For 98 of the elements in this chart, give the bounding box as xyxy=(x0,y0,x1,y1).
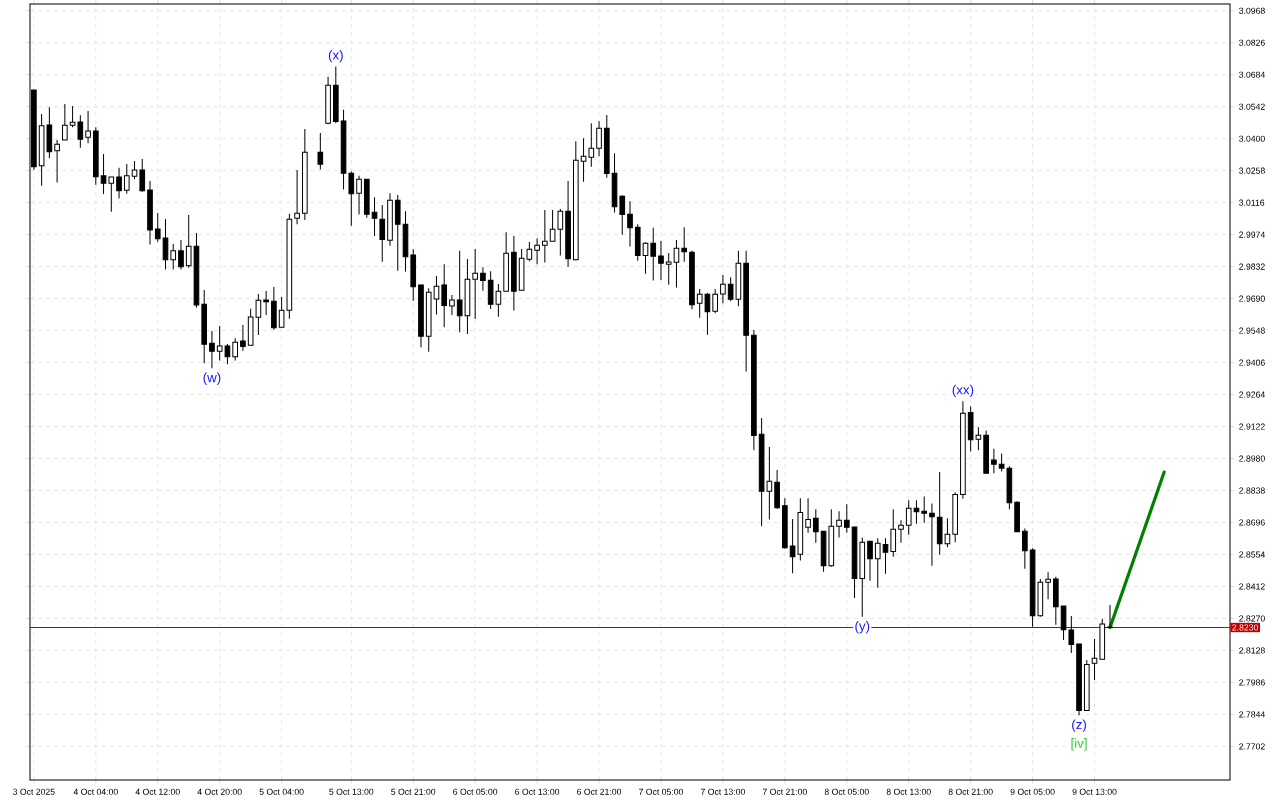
candlestick xyxy=(294,169,300,225)
candlestick xyxy=(921,495,928,524)
candlestick xyxy=(131,160,138,180)
candlestick xyxy=(534,237,540,265)
annotation: (y) xyxy=(855,620,870,634)
candlestick xyxy=(371,196,378,237)
candlestick xyxy=(712,288,718,314)
candlestick xyxy=(720,274,726,304)
candlestick xyxy=(472,248,478,320)
candlestick xyxy=(480,266,486,292)
candlestick xyxy=(1107,604,1113,629)
candlestick xyxy=(627,200,633,248)
candlestick xyxy=(619,194,626,236)
candlestick xyxy=(836,510,842,538)
candlestick xyxy=(240,324,246,352)
candlestick xyxy=(812,508,819,544)
x-tick-label: 9 Oct 05:00 xyxy=(1010,788,1055,795)
candlestick xyxy=(116,167,122,200)
y-tick-label: 2.9122 xyxy=(1239,423,1265,430)
candlestick xyxy=(54,139,60,184)
y-tick-label: 2.8696 xyxy=(1239,519,1265,526)
candlestick xyxy=(991,448,997,474)
y-tick-label: 2.9406 xyxy=(1239,359,1265,366)
annotation: (w) xyxy=(203,372,221,385)
x-tick-label: 8 Oct 21:00 xyxy=(948,788,993,795)
candlestick xyxy=(542,209,548,264)
candlestick xyxy=(441,263,448,328)
candlestick xyxy=(379,204,386,263)
y-tick-label: 2.7844 xyxy=(1239,711,1265,718)
candlestick xyxy=(449,294,455,316)
candlestick xyxy=(356,175,362,216)
candlestick xyxy=(62,103,68,141)
candlestick xyxy=(805,497,811,534)
y-tick-label: 3.0116 xyxy=(1239,199,1265,206)
x-tick-label: 4 Oct 20:00 xyxy=(197,788,242,795)
ref-line-label: 2.8230 xyxy=(1232,624,1259,631)
x-tick-label: 8 Oct 13:00 xyxy=(886,788,931,795)
y-tick-label: 3.0258 xyxy=(1239,167,1265,174)
x-tick-label: 5 Oct 13:00 xyxy=(329,788,374,795)
y-tick-label: 2.8270 xyxy=(1239,615,1265,622)
annotation: (xx) xyxy=(952,384,974,398)
candlestick xyxy=(162,218,169,271)
annotation: (x) xyxy=(328,49,343,63)
x-tick-label: 5 Oct 21:00 xyxy=(391,788,436,795)
candlestick xyxy=(178,239,184,271)
y-tick-label: 3.0542 xyxy=(1239,103,1265,110)
x-tick-label: 4 Oct 04:00 xyxy=(73,788,118,795)
x-tick-label: 4 Oct 12:00 xyxy=(135,788,180,795)
y-tick-label: 2.8838 xyxy=(1239,487,1265,494)
candlestick xyxy=(867,540,873,582)
candlestick xyxy=(874,537,881,589)
y-tick-label: 2.9974 xyxy=(1239,231,1265,238)
candlestick xyxy=(1022,528,1028,570)
candlestick xyxy=(232,337,238,362)
y-tick-label: 2.7702 xyxy=(1239,743,1265,750)
candlestick xyxy=(85,110,91,144)
candlestick xyxy=(317,132,324,171)
y-tick-label: 3.0684 xyxy=(1239,71,1265,78)
x-tick-label: 5 Oct 04:00 xyxy=(259,788,304,795)
candlestick xyxy=(154,212,161,243)
x-tick-label: 7 Oct 13:00 xyxy=(700,788,745,795)
y-tick-label: 2.8554 xyxy=(1239,551,1265,558)
candlestick xyxy=(139,158,146,193)
candlestick xyxy=(882,537,889,575)
x-tick-label: 6 Oct 21:00 xyxy=(577,788,622,795)
candlestick xyxy=(898,519,904,544)
candlestick xyxy=(650,227,657,282)
y-tick-label: 2.7986 xyxy=(1239,679,1265,686)
x-tick-label: 3 Oct 2025 xyxy=(13,788,55,795)
candlestick xyxy=(681,226,688,263)
y-tick-label: 3.0968 xyxy=(1239,7,1265,14)
candlestick xyxy=(890,508,897,558)
y-tick-label: 2.8980 xyxy=(1239,455,1265,462)
candlestick xyxy=(658,240,664,281)
y-tick-label: 2.9832 xyxy=(1239,263,1265,270)
y-tick-label: 2.9690 xyxy=(1239,295,1265,302)
candlestick xyxy=(209,330,215,369)
y-tick-label: 2.8128 xyxy=(1239,647,1265,654)
x-tick-label: 7 Oct 21:00 xyxy=(762,788,807,795)
annotation: (z) xyxy=(1072,719,1086,732)
x-tick-label: 7 Oct 05:00 xyxy=(639,788,684,795)
candlestick xyxy=(170,243,177,271)
candlestick xyxy=(843,503,850,534)
y-tick-label: 2.8412 xyxy=(1239,583,1265,590)
candlestick xyxy=(596,120,602,157)
candlestick xyxy=(929,502,935,567)
candlestick xyxy=(263,290,269,316)
x-tick-label: 6 Oct 13:00 xyxy=(515,788,560,795)
x-tick-label: 8 Oct 05:00 xyxy=(824,788,869,795)
y-tick-label: 3.0826 xyxy=(1239,39,1265,46)
candlestick xyxy=(123,163,130,195)
x-tick-label: 9 Oct 13:00 xyxy=(1072,788,1117,795)
x-tick-label: 6 Oct 05:00 xyxy=(453,788,498,795)
candlestick xyxy=(1045,571,1051,600)
y-tick-label: 3.0400 xyxy=(1239,135,1265,142)
annotation: [iv] xyxy=(1071,738,1087,751)
y-tick-label: 2.9264 xyxy=(1239,391,1265,398)
y-tick-label: 2.9548 xyxy=(1239,327,1265,334)
